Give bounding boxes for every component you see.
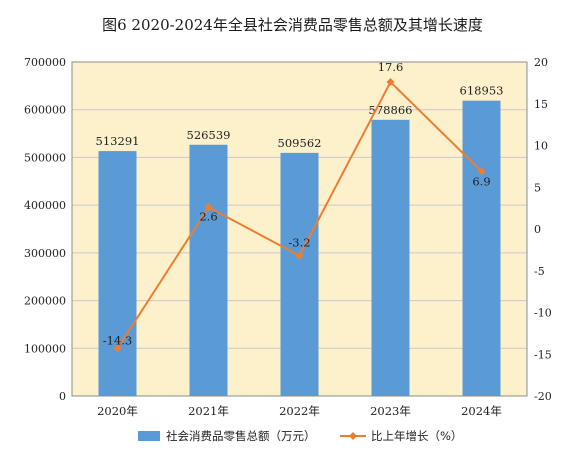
line-data-label: 2.6 [199, 209, 217, 223]
y2-tick-label: -20 [534, 390, 552, 403]
bar-data-label: 513291 [96, 134, 140, 148]
growth-point [113, 344, 122, 353]
y2-tick-label: 10 [534, 140, 548, 153]
x-tick-label: 2021年 [188, 404, 229, 418]
y2-tick-label: 20 [534, 56, 548, 69]
y-tick-label: 100000 [24, 342, 66, 355]
y-tick-label: 400000 [24, 199, 66, 212]
line-data-label: -14.3 [103, 333, 133, 347]
bar [371, 119, 410, 397]
bar [280, 152, 319, 396]
y-tick-label: 0 [59, 390, 66, 403]
growth-point [477, 167, 486, 176]
y2-tick-label: 0 [534, 223, 541, 236]
line-data-label: -3.2 [288, 236, 310, 250]
x-tick-label: 2020年 [97, 404, 138, 418]
line-data-label: 6.9 [472, 174, 490, 188]
growth-point [204, 203, 213, 212]
y2-tick-label: -10 [534, 307, 552, 320]
x-tick-label: 2022年 [279, 404, 320, 418]
chart-title: 图6 2020-2024年全县社会消费品零售总额及其增长速度 [102, 16, 483, 34]
bar-data-label: 509562 [278, 136, 322, 150]
bar [98, 151, 137, 396]
bar-data-label: 578866 [369, 103, 413, 117]
y-tick-label: 600000 [24, 104, 66, 117]
legend-swatch-marker [349, 432, 357, 440]
bar [462, 100, 501, 397]
y2-tick-label: 5 [534, 181, 541, 194]
y-tick-label: 700000 [24, 56, 66, 69]
bar-data-label: 526539 [187, 128, 231, 142]
growth-point [295, 251, 304, 260]
x-tick-label: 2023年 [370, 404, 411, 418]
y-tick-label: 500000 [24, 151, 66, 164]
growth-point [386, 78, 395, 87]
x-tick-label: 2024年 [461, 404, 502, 418]
bar [189, 144, 228, 396]
bar-data-label: 618953 [460, 84, 504, 98]
legend-swatch-bar [138, 431, 160, 441]
line-data-label: 17.6 [378, 60, 404, 74]
y-tick-label: 300000 [24, 247, 66, 260]
legend-label-line: 比上年增长（%） [371, 429, 462, 443]
y2-tick-label: -5 [534, 265, 545, 278]
y2-tick-label: 15 [534, 98, 548, 111]
legend-label-bar: 社会消费品零售总额（万元） [166, 429, 316, 443]
y-tick-label: 200000 [24, 295, 66, 308]
y2-tick-label: -15 [534, 348, 552, 361]
